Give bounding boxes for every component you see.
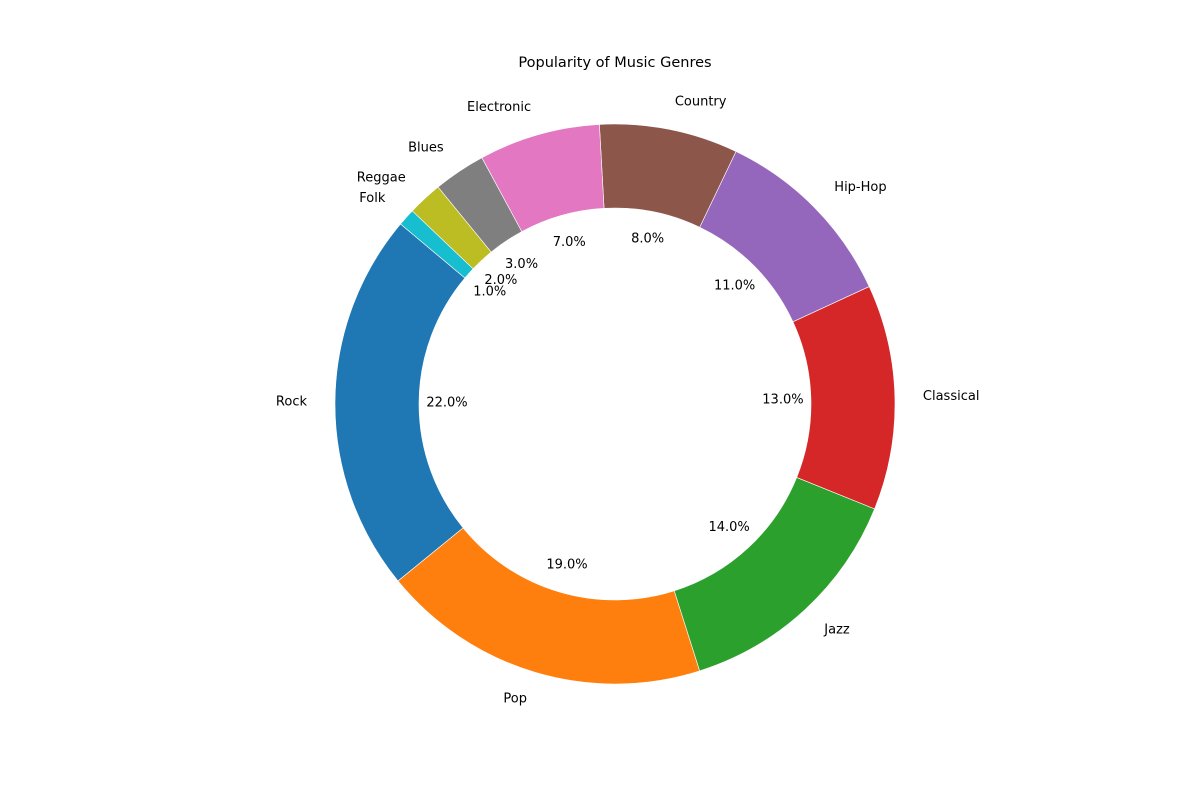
- percent-label-pop: 19.0%: [546, 558, 587, 573]
- percent-label-hip-hop: 11.0%: [714, 279, 755, 294]
- donut-slices: [334, 123, 896, 685]
- percent-label-electronic: 7.0%: [553, 235, 586, 250]
- slice-label-jazz: Jazz: [823, 622, 850, 637]
- chart-title: Popularity of Music Genres: [518, 55, 711, 71]
- slice-folk: [400, 210, 474, 279]
- slice-jazz: [673, 477, 876, 672]
- slice-classical: [792, 286, 896, 510]
- slice-label-folk: Folk: [359, 191, 386, 206]
- slice-label-pop: Pop: [503, 692, 527, 707]
- slice-pop: [397, 527, 701, 685]
- percent-label-jazz: 14.0%: [708, 520, 749, 535]
- slice-label-reggae: Reggae: [357, 171, 406, 186]
- slice-label-blues: Blues: [408, 141, 444, 156]
- percent-labels: 22.0% 19.0% 14.0% 13.0% 11.0% 8.0% 7.0% 3.0%2.0…: [426, 232, 803, 573]
- slice-label-hip-hop: Hip-Hop: [834, 180, 886, 195]
- percent-label-classical: 13.0%: [762, 392, 803, 407]
- percent-label-rock: 22.0%: [426, 395, 467, 410]
- percent-label-reggae: 2.0%: [484, 273, 517, 288]
- percent-label-country: 8.0%: [631, 232, 664, 247]
- slice-label-classical: Classical: [923, 389, 980, 404]
- percent-label-folk: 1.0%: [473, 285, 506, 300]
- slice-label-country: Country: [675, 94, 727, 109]
- slice-label-electronic: Electronic: [467, 100, 531, 115]
- slice-hip-hop: [699, 151, 870, 323]
- slice-labels: Rock Pop Jazz Classical Hip-Hop Country Electr…: [276, 94, 980, 706]
- slice-rock: [334, 223, 466, 582]
- slice-label-rock: Rock: [276, 394, 308, 409]
- percent-label-blues: 3.0%: [505, 257, 538, 272]
